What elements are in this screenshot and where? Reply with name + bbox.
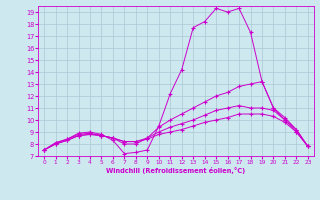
X-axis label: Windchill (Refroidissement éolien,°C): Windchill (Refroidissement éolien,°C) bbox=[106, 167, 246, 174]
